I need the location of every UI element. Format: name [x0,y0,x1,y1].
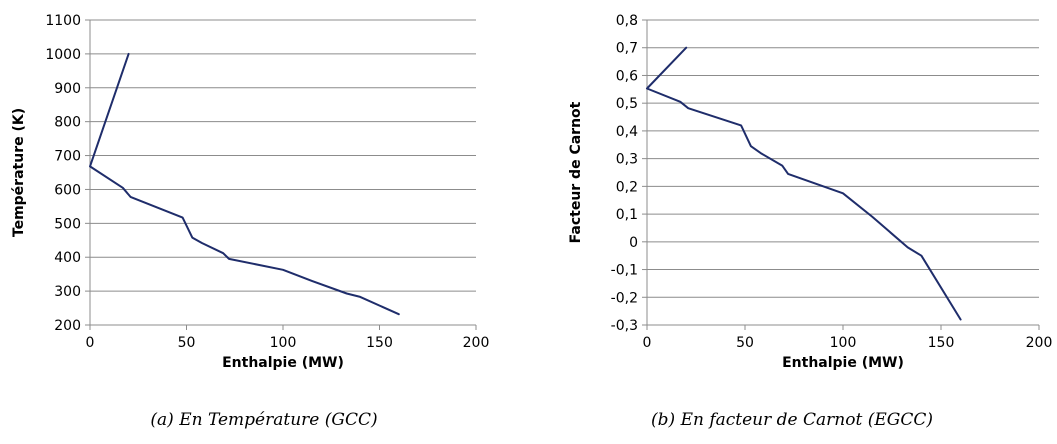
egcc-chart: -0,3 -0,2 -0,1 0 0,1 0,2 0,3 0,4 0,5 0,6 0,7 0,8 0 50… [568,13,1053,371]
y-tick-label: 600 [54,182,81,198]
y-tick-label: -0,3 [611,318,638,334]
x-tick-label: 200 [463,335,490,351]
y-tick-label: 200 [54,318,81,334]
y-tick-label: 0 [629,235,638,251]
y-tick-label: 0,6 [616,68,638,84]
caption-a: (a) En Température (GCC) [150,410,378,430]
y-tick-label: 700 [54,149,81,165]
chart-panel-a: 200 300 400 500 600 700 800 900 1000 1100 0 50 100 15… [0,0,528,444]
y-tick-label: 0,1 [616,207,638,223]
x-tick-label: 150 [366,335,393,351]
gcc-chart: 200 300 400 500 600 700 800 900 1000 1100 0 50 100 15… [11,13,490,371]
y-tick-label: 300 [54,284,81,300]
caption-b: (b) En facteur de Carnot (EGCC) [651,410,933,430]
x-tick-label: 0 [643,335,652,351]
x-tick-label: 100 [830,335,857,351]
x-axis-title: Enthalpie (MW) [782,355,904,371]
y-axis-title: Température (K) [11,108,27,237]
y-tick-label: 800 [54,115,81,131]
y-tick-label: 0,4 [616,124,638,140]
y-tick-label: -0,1 [611,263,638,279]
x-tick-label: 50 [178,335,196,351]
y-tick-label: 900 [54,81,81,97]
y-tick-label: 0,3 [616,152,638,168]
x-tick-label: 150 [928,335,955,351]
x-tick-label: 200 [1026,335,1053,351]
x-tick-label: 50 [736,335,754,351]
y-tick-label: 1000 [45,47,81,63]
series-line [89,52,400,316]
y-axis-title: Facteur de Carnot [568,101,584,243]
x-axis-title: Enthalpie (MW) [222,355,344,371]
x-tick-label: 0 [86,335,95,351]
y-tick-label: 1100 [45,13,81,29]
y-tick-label: 400 [54,250,81,266]
y-tick-label: 0,5 [616,96,638,112]
y-tick-label: 500 [54,216,81,232]
x-tick-label: 100 [270,335,297,351]
series-line [646,46,962,321]
y-tick-label: 0,2 [616,179,638,195]
y-tick-label: -0,2 [611,290,638,306]
chart-panel-b: -0,3 -0,2 -0,1 0 0,1 0,2 0,3 0,4 0,5 0,6 0,7 0,8 0 50… [528,0,1056,444]
y-tick-label: 0,8 [616,13,638,29]
y-tick-label: 0,7 [616,41,638,57]
